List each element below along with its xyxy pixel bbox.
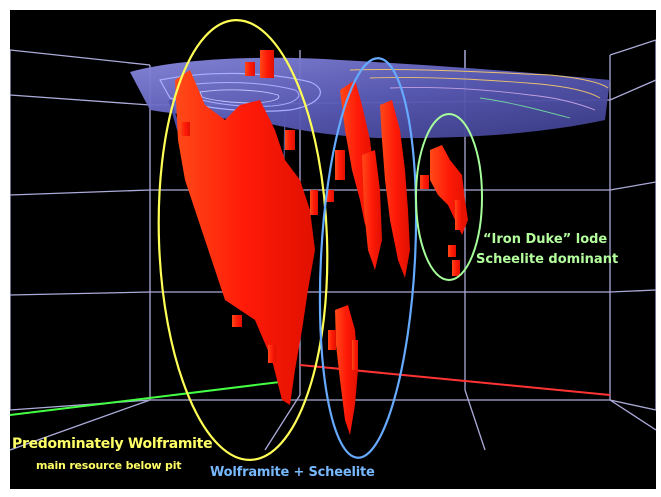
ore-blocks — [175, 50, 468, 435]
label-iron-duke-title: “Iron Duke” lode — [483, 232, 608, 247]
z-axis-line — [10, 381, 281, 416]
ellipse-mixed — [318, 57, 418, 459]
label-mixed: Wolframite + Scheelite — [210, 465, 375, 480]
ore-body-3d-view: Predominately Wolframite main resource b… — [10, 10, 656, 489]
label-iron-duke-sub: Scheelite dominant — [476, 252, 619, 267]
ore-body-wolframite — [175, 70, 315, 405]
label-wolframite-sub: main resource below pit — [36, 459, 182, 472]
label-wolframite-title: Predominately Wolframite — [12, 436, 213, 452]
ellipse-iron-duke — [415, 113, 483, 281]
ore-body-mixed-lower — [335, 305, 358, 435]
scene-svg — [10, 19, 656, 461]
ellipse-wolframite — [157, 19, 329, 461]
